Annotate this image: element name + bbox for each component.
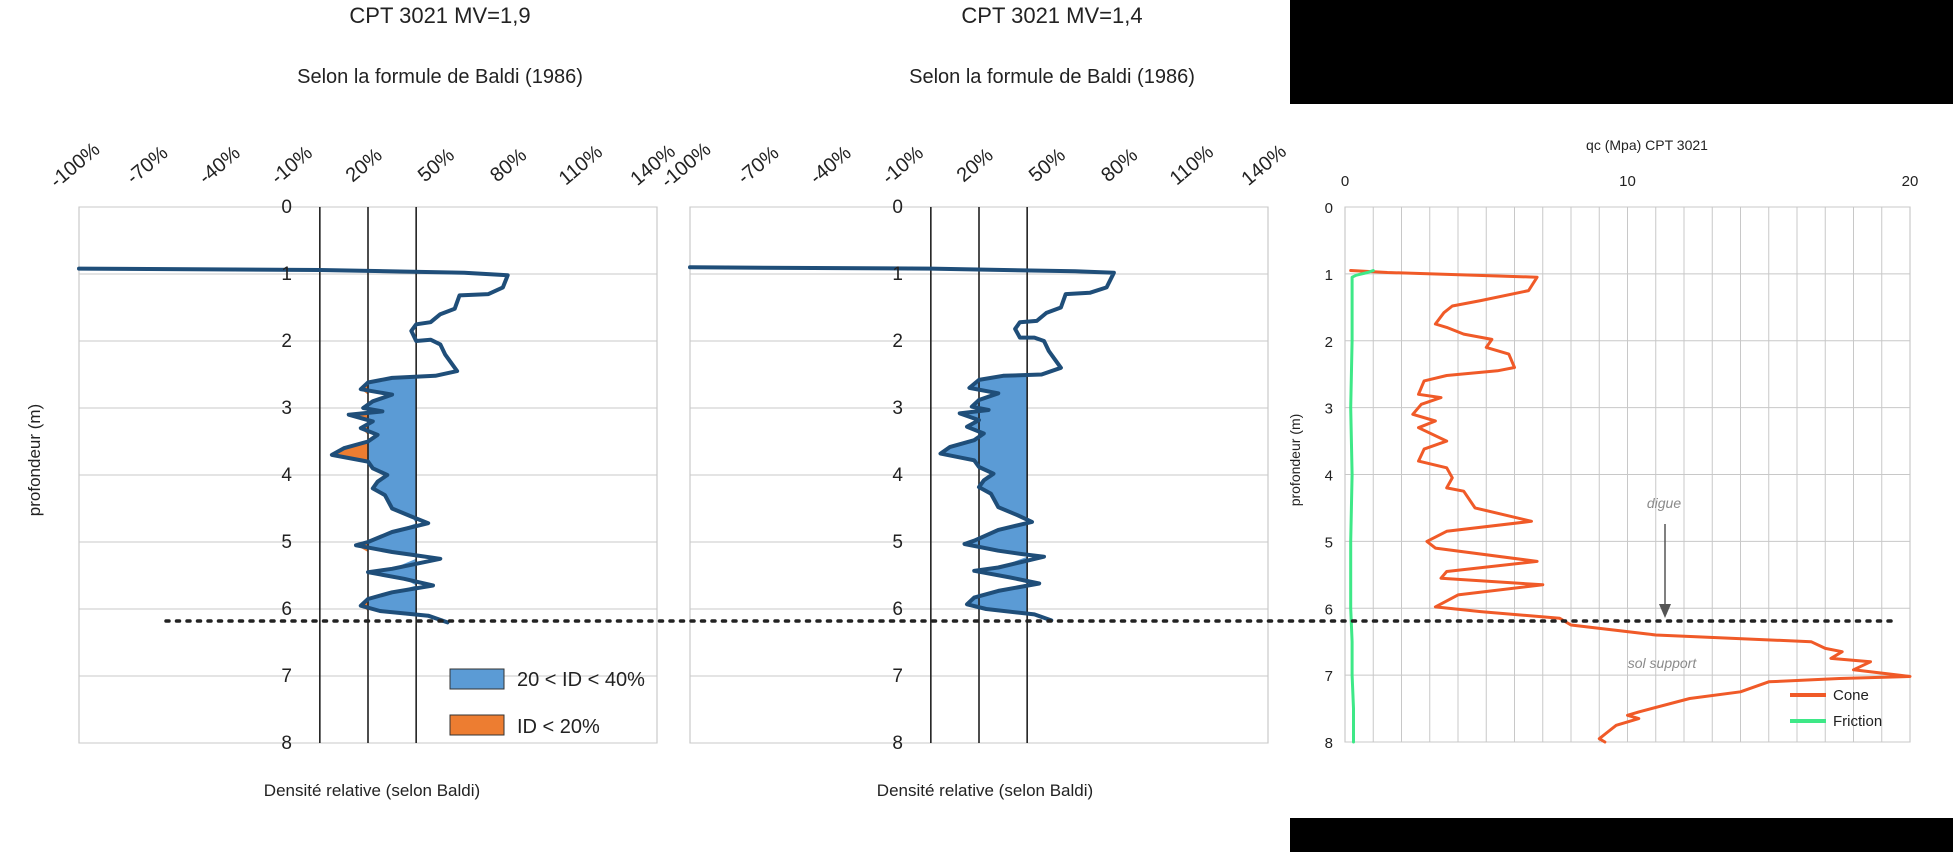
legend-label-20-40: 20 < ID < 40% [517,669,645,691]
y-tick-label: 3 [892,398,903,419]
x-tick-label: -70% [733,142,783,189]
chart-2-title: CPT 3021 MV=1,4 [961,3,1142,28]
chart-3: qc (Mpa) CPT 3021 0 10 20 0 1 2 3 4 5 6 7 8 profon… [1287,137,1918,752]
y-tick-label: 6 [1325,601,1333,618]
x-tick-label: 50% [1025,144,1070,187]
y-tick-label: 5 [281,532,292,553]
x-tick-label: 20% [342,144,387,187]
x-tick-label: 80% [486,144,531,187]
y-tick-label: 7 [892,666,903,687]
y-tick-label: 4 [1325,468,1333,485]
x-tick-label: 10 [1619,173,1636,190]
annotation-sol-support: sol support [1628,655,1698,671]
y-tick-label: 1 [1325,267,1333,284]
chart-1-series [77,266,510,625]
y-tick-label: 2 [892,331,903,352]
chart-3-y-tick-labels: 0 1 2 3 4 5 6 7 8 [1325,200,1333,752]
y-tick-label: 0 [1325,200,1333,217]
chart-1: CPT 3021 MV=1,9 Selon la formule de Bald… [25,3,680,800]
y-tick-label: 8 [892,733,903,754]
x-tick-label: -10% [267,142,317,189]
fill-20-40 [940,374,1028,621]
chart-3-series [1349,269,1912,744]
y-tick-label: 3 [1325,401,1333,418]
chart-1-reference-lines [319,207,417,743]
x-tick-label: -40% [806,142,856,189]
chart-3-legend: Cone Friction [1790,687,1882,730]
chart-1-x-axis-label: Densité relative (selon Baldi) [264,781,480,800]
density-series-line [77,266,510,625]
x-tick-label: -100% [46,138,105,192]
chart-3-y-axis-label: profondeur (m) [1287,414,1303,507]
density-series-line [688,265,1116,623]
chart-2-reference-lines [930,207,1028,743]
legend-label-friction: Friction [1833,713,1882,730]
chart-2: CPT 3021 MV=1,4 Selon la formule de Bald… [657,3,1291,800]
chart-1-title: CPT 3021 MV=1,9 [349,3,530,28]
y-tick-label: 6 [281,599,292,620]
chart-2-fill-areas [940,374,1028,621]
chart-1-legend: 20 < ID < 40% ID < 20% [449,668,645,738]
y-tick-label: 6 [892,599,903,620]
x-tick-label: -40% [195,142,245,189]
x-tick-label: 20 [1902,173,1919,190]
y-tick-label: 8 [281,733,292,754]
x-tick-label: 110% [1166,141,1218,190]
chart-2-x-tick-labels: -100% -70% -40% -10% 20% 50% 80% 110% 140% [657,138,1291,192]
x-tick-label: 140% [1237,140,1290,190]
y-tick-label: 3 [281,398,292,419]
y-tick-label: 8 [1325,735,1333,752]
chart-1-y-axis-label: profondeur (m) [25,404,44,516]
legend-label-below-20: ID < 20% [517,716,600,738]
chart-1-x-tick-labels: -100% -70% -40% -10% 20% 50% 80% 110% 140% [46,138,680,192]
y-tick-label: 7 [281,666,292,687]
legend-label-cone: Cone [1833,687,1869,704]
y-tick-label: 4 [281,465,292,486]
y-tick-label: 7 [1325,668,1333,685]
chart-3-title: qc (Mpa) CPT 3021 [1586,137,1708,153]
x-tick-label: 0 [1341,173,1349,190]
x-tick-label: -10% [878,142,928,189]
black-block-bottom [1290,818,1953,852]
y-tick-label: 0 [281,197,292,218]
y-tick-label: 2 [1325,334,1333,351]
y-tick-label: 5 [1325,534,1333,551]
x-tick-label: 20% [953,144,998,187]
x-tick-label: 110% [555,141,607,190]
y-tick-label: 0 [892,197,903,218]
x-tick-label: -70% [122,142,172,189]
x-tick-label: 80% [1097,144,1142,187]
legend-swatch-blue [449,668,505,690]
chart-2-subtitle: Selon la formule de Baldi (1986) [909,66,1195,88]
annotation-arrow-head [1659,604,1671,618]
chart-1-fill-areas [331,375,417,623]
y-tick-label: 1 [281,264,292,285]
y-tick-label: 5 [892,532,903,553]
y-tick-label: 1 [892,264,903,285]
friction-series-line [1349,269,1375,744]
fill-20-40 [331,375,417,623]
y-tick-label: 2 [281,331,292,352]
cone-series-line [1349,269,1912,744]
chart-2-y-tick-labels: 0 1 2 3 4 5 6 7 8 [892,197,903,754]
chart-1-y-tick-labels: 0 1 2 3 4 5 6 7 8 [281,197,292,754]
chart-2-series [688,265,1116,623]
black-block-top [1290,0,1953,104]
legend-swatch-orange [449,714,505,736]
chart-2-x-axis-label: Densité relative (selon Baldi) [877,781,1093,800]
x-tick-label: 50% [414,144,459,187]
y-tick-label: 4 [892,465,903,486]
chart-1-subtitle: Selon la formule de Baldi (1986) [297,66,583,88]
chart-3-x-tick-labels: 0 10 20 [1341,173,1919,190]
annotation-digue: digue [1647,495,1681,511]
